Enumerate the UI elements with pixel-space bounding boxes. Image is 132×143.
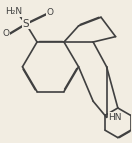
Text: H₂N: H₂N: [5, 7, 22, 16]
Text: HN: HN: [108, 113, 121, 122]
Text: O: O: [3, 29, 10, 38]
Text: O: O: [46, 8, 53, 17]
Text: S: S: [23, 19, 29, 29]
